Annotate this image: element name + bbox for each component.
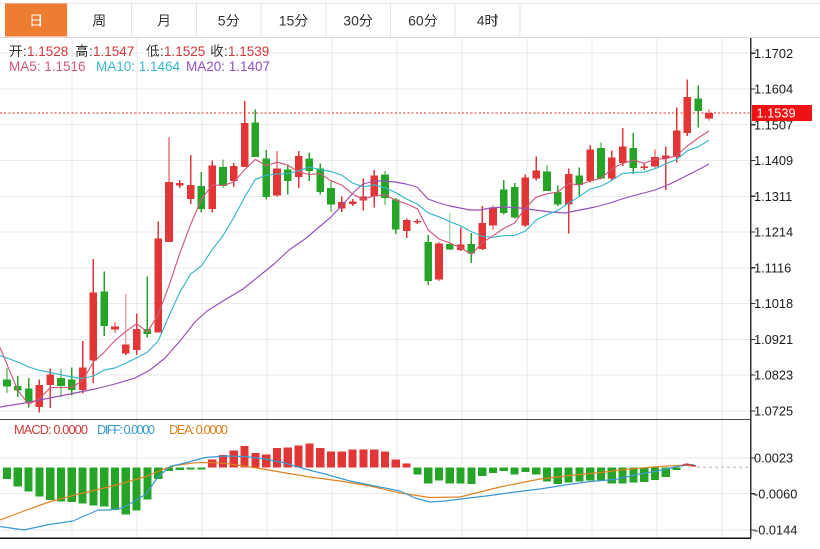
svg-text:0: 0 xyxy=(351,13,359,29)
svg-text:3: 3 xyxy=(343,13,351,29)
svg-text:-0.0060: -0.0060 xyxy=(754,486,797,501)
svg-text:0: 0 xyxy=(416,13,424,29)
svg-text:1.0725: 1.0725 xyxy=(754,404,793,419)
svg-text:1.1214: 1.1214 xyxy=(754,225,793,240)
svg-text:1: 1 xyxy=(279,13,287,29)
svg-text:1.1311: 1.1311 xyxy=(754,189,792,204)
svg-text:MA20: 1.1407: MA20: 1.1407 xyxy=(186,59,270,74)
svg-text:4: 4 xyxy=(477,13,485,29)
svg-text:1.1702: 1.1702 xyxy=(754,46,793,61)
svg-text:0.0023: 0.0023 xyxy=(754,451,793,466)
svg-text:1.1547: 1.1547 xyxy=(93,44,134,59)
svg-text:1.1528: 1.1528 xyxy=(27,44,68,59)
svg-text:1.1604: 1.1604 xyxy=(754,82,793,97)
svg-text:MACD: 0.0000: MACD: 0.0000 xyxy=(14,422,88,437)
svg-text:1.1539: 1.1539 xyxy=(757,105,796,120)
svg-text:DEA: 0.0000: DEA: 0.0000 xyxy=(169,422,228,437)
svg-text:1.0921: 1.0921 xyxy=(754,332,793,347)
svg-text:5: 5 xyxy=(218,13,226,29)
svg-text:1.1539: 1.1539 xyxy=(228,44,269,59)
svg-text:1.1116: 1.1116 xyxy=(754,260,791,275)
svg-text::: : xyxy=(89,44,93,59)
svg-text:5: 5 xyxy=(287,13,295,29)
svg-text:1.0823: 1.0823 xyxy=(754,368,793,383)
svg-text:DIFF: 0.0000: DIFF: 0.0000 xyxy=(97,422,155,437)
svg-text::: : xyxy=(23,44,27,59)
svg-text:-0.0144: -0.0144 xyxy=(754,523,797,538)
svg-text:MA5: 1.1516: MA5: 1.1516 xyxy=(9,59,86,74)
svg-text:MA10: 1.1464: MA10: 1.1464 xyxy=(96,59,181,74)
svg-text:1.1409: 1.1409 xyxy=(754,153,793,168)
svg-text:6: 6 xyxy=(408,13,416,29)
svg-text:1.1525: 1.1525 xyxy=(164,44,205,59)
svg-text::: : xyxy=(224,44,228,59)
svg-text:1.1018: 1.1018 xyxy=(754,296,793,311)
svg-text::: : xyxy=(160,44,164,59)
svg-text:1.1507: 1.1507 xyxy=(754,117,793,132)
